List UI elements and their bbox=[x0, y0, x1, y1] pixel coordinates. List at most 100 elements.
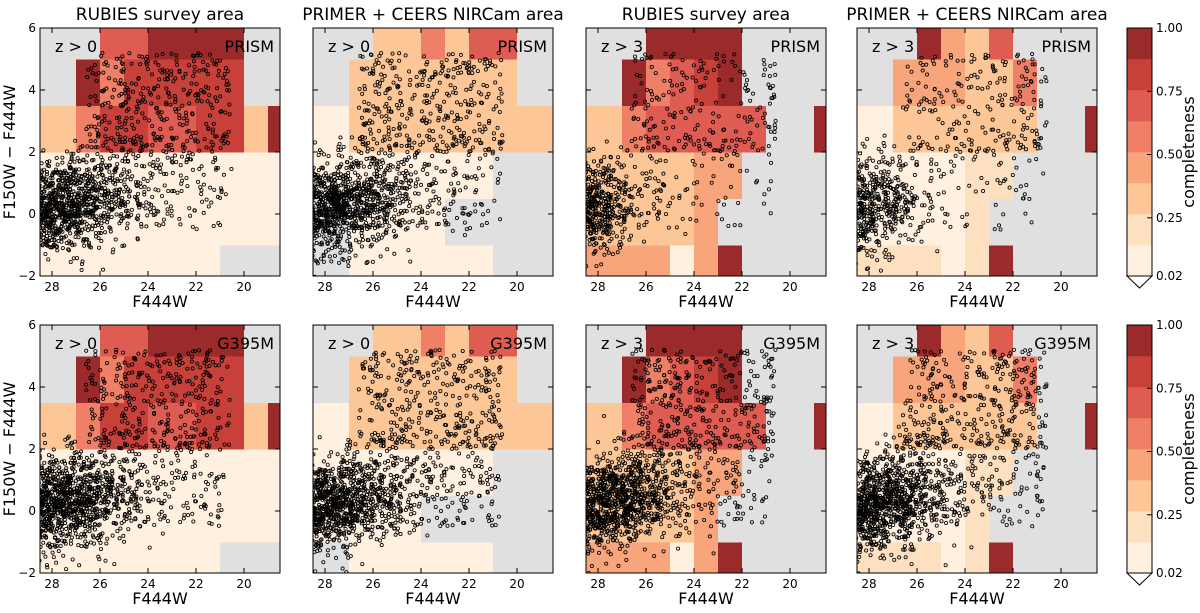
sample-point bbox=[169, 208, 174, 213]
sample-point bbox=[756, 148, 761, 153]
sample-point bbox=[596, 179, 601, 184]
sample-point bbox=[389, 58, 394, 63]
sample-point bbox=[62, 235, 67, 240]
sample-point bbox=[981, 189, 986, 194]
sample-point bbox=[387, 117, 392, 122]
sample-point bbox=[397, 77, 402, 82]
sample-point bbox=[313, 180, 314, 183]
sample-point bbox=[866, 266, 871, 271]
sample-point bbox=[191, 59, 196, 64]
sample-point bbox=[586, 182, 591, 187]
sample-point bbox=[177, 68, 182, 73]
grating-label: PRISM bbox=[1042, 37, 1091, 56]
sample-point bbox=[496, 176, 501, 181]
sample-point bbox=[78, 213, 83, 218]
heatmap-cell bbox=[1085, 198, 1097, 246]
sample-point bbox=[679, 110, 684, 115]
sample-point bbox=[607, 227, 612, 232]
sample-point bbox=[463, 185, 468, 190]
sample-point bbox=[598, 245, 603, 250]
sample-point bbox=[324, 215, 329, 220]
sample-point bbox=[886, 210, 891, 215]
heatmap-cell bbox=[766, 28, 791, 60]
sample-point bbox=[164, 86, 169, 91]
sample-point bbox=[82, 198, 87, 203]
sample-point bbox=[51, 228, 56, 233]
sample-point bbox=[165, 211, 170, 216]
sample-point bbox=[407, 82, 412, 87]
heatmap-cell bbox=[1085, 59, 1097, 106]
sample-point bbox=[45, 565, 50, 570]
heatmap-cell bbox=[857, 28, 894, 60]
sample-point bbox=[164, 150, 169, 155]
sample-point bbox=[313, 201, 317, 206]
sample-point bbox=[333, 244, 338, 249]
sample-point bbox=[154, 163, 159, 168]
sample-point bbox=[599, 236, 604, 241]
sample-point bbox=[449, 181, 454, 186]
sample-point bbox=[425, 211, 430, 216]
sample-point bbox=[190, 224, 195, 229]
heatmap-cell bbox=[76, 28, 101, 60]
sample-point bbox=[629, 106, 634, 111]
sample-point bbox=[211, 121, 216, 126]
sample-point bbox=[105, 63, 110, 68]
sample-point bbox=[397, 185, 402, 190]
heatmap-cell bbox=[694, 198, 719, 246]
sample-point bbox=[1030, 57, 1035, 62]
sample-point bbox=[117, 203, 122, 208]
sample-point bbox=[714, 100, 719, 105]
sample-point bbox=[1000, 102, 1005, 107]
sample-point bbox=[903, 204, 908, 209]
sample-point bbox=[392, 143, 397, 148]
sample-point bbox=[114, 193, 119, 198]
sample-point bbox=[891, 216, 896, 221]
sample-point bbox=[388, 109, 393, 114]
heatmap-cell bbox=[965, 105, 990, 153]
sample-point bbox=[195, 139, 200, 144]
sample-point bbox=[113, 237, 118, 242]
sample-point bbox=[463, 61, 468, 66]
sample-point bbox=[141, 203, 146, 208]
sample-point bbox=[860, 190, 865, 195]
heatmap-cell bbox=[917, 152, 942, 199]
sample-point bbox=[470, 71, 475, 76]
sample-point bbox=[446, 52, 451, 57]
sample-point bbox=[990, 64, 995, 69]
sample-point bbox=[169, 135, 174, 140]
sample-point bbox=[72, 212, 77, 217]
sample-point bbox=[629, 202, 634, 207]
sample-point bbox=[93, 94, 98, 99]
sample-point bbox=[919, 55, 924, 60]
sample-point bbox=[143, 206, 148, 211]
sample-point bbox=[145, 213, 150, 218]
sample-point bbox=[383, 151, 388, 156]
sample-point bbox=[111, 180, 116, 185]
heatmap-cell bbox=[148, 59, 173, 106]
sample-point bbox=[609, 236, 614, 241]
sample-point bbox=[976, 111, 981, 116]
sample-point bbox=[332, 218, 337, 223]
sample-point bbox=[951, 104, 956, 109]
sample-point bbox=[150, 124, 155, 129]
sample-point bbox=[196, 179, 201, 184]
sample-point bbox=[1017, 146, 1022, 151]
sample-point bbox=[326, 177, 331, 182]
sample-point bbox=[420, 167, 425, 172]
sample-point bbox=[174, 53, 179, 58]
sample-point bbox=[978, 69, 983, 74]
sample-point bbox=[596, 163, 601, 168]
heatmap-cell bbox=[40, 325, 77, 357]
sample-point bbox=[455, 115, 460, 120]
sample-point bbox=[882, 169, 887, 174]
sample-point bbox=[929, 168, 934, 173]
sample-point bbox=[59, 195, 64, 200]
sample-point bbox=[374, 168, 379, 173]
sample-point bbox=[389, 191, 394, 196]
sample-point bbox=[219, 138, 224, 143]
sample-point bbox=[71, 172, 76, 177]
sample-point bbox=[186, 63, 191, 68]
sample-point bbox=[123, 135, 128, 140]
sample-point bbox=[475, 69, 480, 74]
sample-point bbox=[596, 201, 601, 206]
